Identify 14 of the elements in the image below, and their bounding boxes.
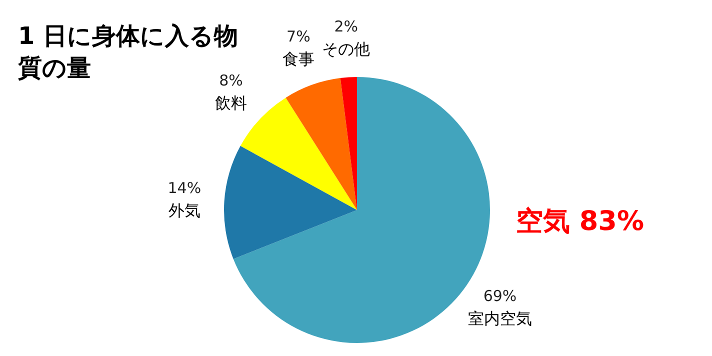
text: 空気 83% bbox=[516, 206, 644, 237]
data-label: 8% bbox=[219, 72, 243, 90]
data-label: 69% bbox=[483, 287, 517, 306]
data-label: 7% bbox=[286, 27, 310, 46]
slice-label: 外気 bbox=[168, 201, 200, 220]
slice-label: 室内空気 bbox=[468, 309, 532, 328]
pie-slice bbox=[286, 78, 357, 210]
slice-label: 食事 bbox=[282, 49, 314, 68]
slice-label: 飲料 bbox=[214, 94, 247, 113]
pie-slice bbox=[224, 146, 357, 259]
pie-slice bbox=[340, 77, 357, 210]
data-label: 14% bbox=[168, 179, 202, 198]
data-label: 2% bbox=[334, 17, 358, 36]
slice-label: その他 bbox=[322, 39, 370, 58]
